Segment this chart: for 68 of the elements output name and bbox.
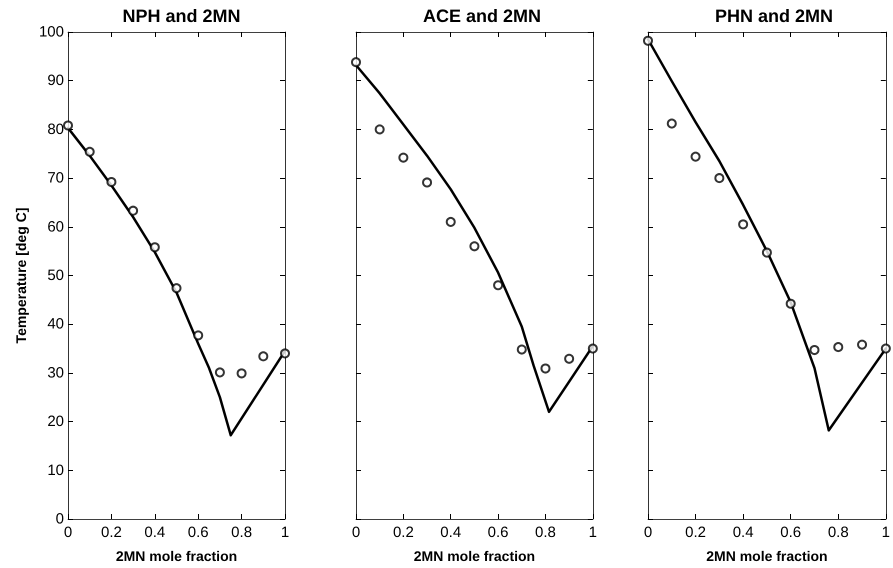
x-tick-label: 0 — [644, 524, 652, 541]
point — [833, 342, 844, 352]
y-tick-label: 30 — [47, 364, 64, 382]
x-tick-label: 0.2 — [685, 524, 706, 541]
point — [280, 348, 290, 358]
point — [236, 368, 247, 378]
y-tick-label: 100 — [38, 24, 64, 40]
x-tick-label: 0.6 — [188, 524, 209, 541]
chart-title: ACE and 2MN — [422, 6, 542, 26]
x-tick-label: 1 — [280, 524, 290, 541]
point — [540, 364, 550, 374]
x-tick-label: 0.8 — [231, 524, 252, 541]
point — [643, 36, 653, 46]
y-tick-label: 10 — [47, 462, 64, 479]
point — [351, 57, 361, 68]
point — [516, 344, 527, 355]
point — [172, 283, 182, 294]
y-tick-label: 20 — [47, 413, 64, 430]
y-tick-label: 60 — [47, 218, 64, 236]
point — [564, 354, 574, 364]
y-tick-label: 80 — [47, 120, 64, 138]
point — [446, 216, 456, 227]
x-tick-label: 0.2 — [100, 524, 122, 541]
point — [214, 367, 225, 378]
point — [469, 241, 480, 252]
x-tick-label: 0.8 — [828, 524, 849, 541]
x-tick-label: 0.6 — [488, 524, 509, 541]
point — [857, 340, 868, 350]
x-tick-label: 0.4 — [440, 524, 462, 541]
x-tick-label: 0.2 — [392, 524, 414, 541]
point — [193, 330, 204, 340]
point — [128, 206, 138, 216]
x-axis-title: 2MN mole fraction — [706, 548, 828, 564]
y-axis-title: Temperature [deg C] — [13, 208, 30, 344]
point — [738, 219, 748, 230]
y-tick-label: 40 — [47, 316, 64, 333]
x-tick-label: 0.4 — [144, 524, 166, 541]
x-tick-label: 1 — [882, 524, 890, 541]
point — [666, 118, 677, 129]
y-tick-label: 50 — [47, 267, 64, 284]
point — [809, 345, 820, 356]
chart-title: PHN and 2MN — [714, 6, 834, 26]
x-tick-label: 0 — [352, 524, 360, 541]
point — [398, 152, 408, 163]
point — [106, 177, 116, 187]
point — [374, 124, 385, 134]
point — [880, 344, 891, 354]
y-tick-label: 70 — [47, 170, 64, 187]
point — [493, 280, 504, 290]
point — [786, 298, 796, 309]
x-tick-label: 0.4 — [732, 524, 754, 541]
point — [714, 173, 724, 184]
chart-title: NPH and 2MN — [122, 6, 241, 26]
y-tick-label: 0 — [56, 510, 64, 528]
point — [422, 177, 432, 188]
x-axis-title: 2MN mole fraction — [414, 548, 536, 564]
point — [84, 146, 95, 157]
point — [762, 248, 772, 258]
x-tick-label: 1 — [588, 524, 597, 541]
x-axis-title: 2MN mole fraction — [116, 548, 238, 564]
point — [63, 120, 73, 130]
x-tick-label: 0.8 — [535, 524, 556, 541]
point — [588, 344, 598, 354]
point — [150, 242, 160, 252]
x-tick-label: 0.6 — [780, 524, 802, 541]
point — [258, 351, 268, 362]
point — [690, 152, 701, 162]
y-tick-label: 90 — [47, 72, 64, 90]
